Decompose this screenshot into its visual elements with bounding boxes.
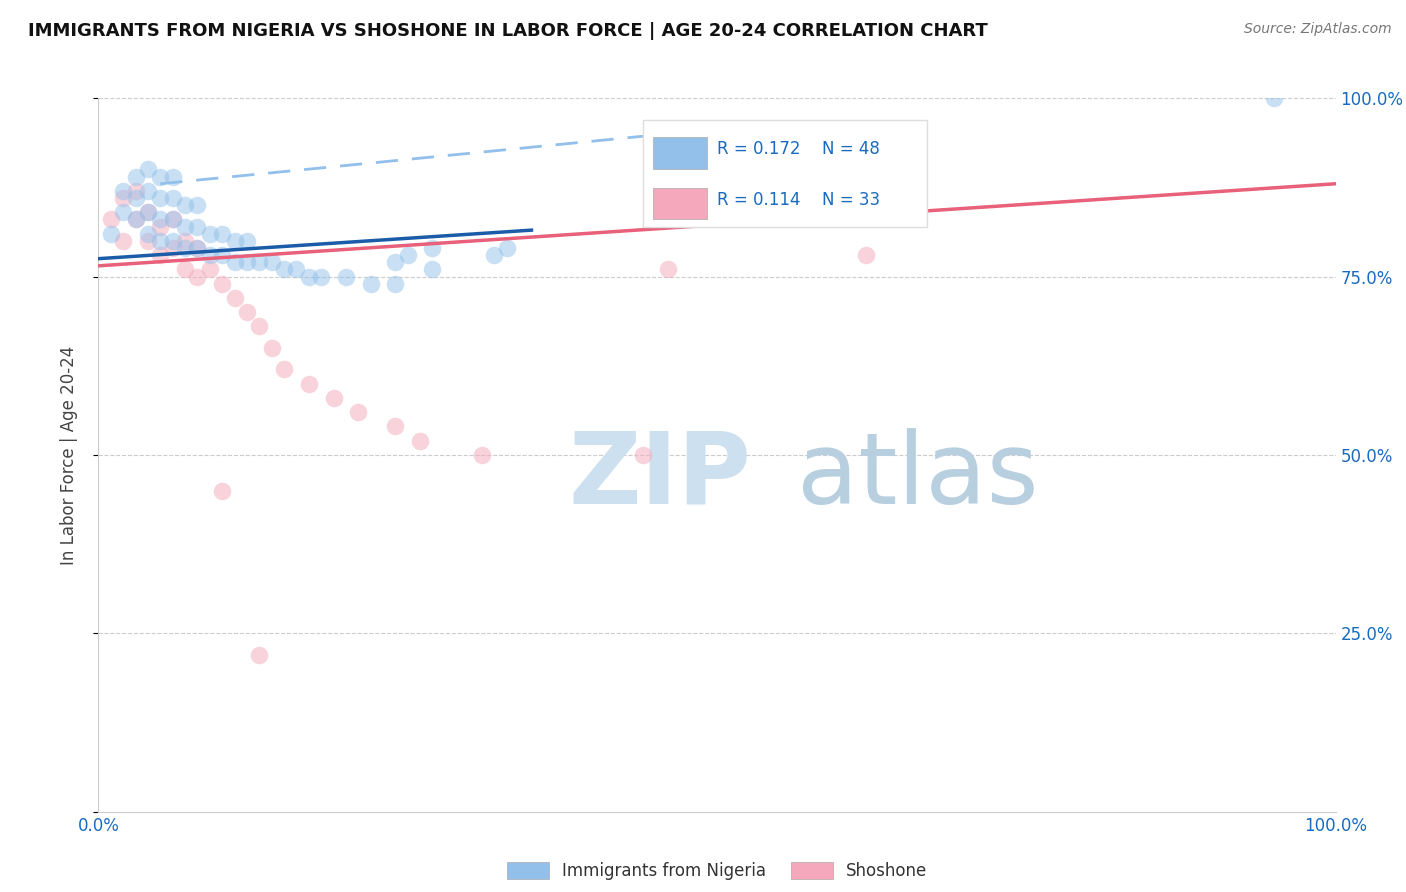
Point	[409, 434, 432, 448]
Text: N = 48: N = 48	[823, 141, 880, 159]
Point	[162, 234, 184, 248]
Point	[124, 212, 146, 227]
Point	[211, 227, 233, 241]
Point	[112, 184, 135, 198]
Point	[471, 448, 494, 462]
Point	[136, 184, 159, 198]
Point	[162, 212, 184, 227]
Point	[162, 241, 184, 255]
Point	[100, 227, 122, 241]
Point	[124, 169, 146, 184]
Point	[484, 248, 506, 262]
Point	[149, 219, 172, 234]
Point	[211, 277, 233, 291]
Point	[236, 305, 259, 319]
Point	[136, 205, 159, 219]
Point	[186, 219, 208, 234]
Point	[124, 212, 146, 227]
Point	[247, 648, 270, 662]
Point	[174, 198, 197, 212]
Legend: Immigrants from Nigeria, Shoshone: Immigrants from Nigeria, Shoshone	[502, 857, 932, 886]
Point	[198, 227, 221, 241]
Point	[273, 362, 295, 376]
Point	[136, 234, 159, 248]
Point	[112, 205, 135, 219]
Point	[100, 212, 122, 227]
Point	[335, 269, 357, 284]
Point	[236, 234, 259, 248]
Point	[112, 191, 135, 205]
Point	[162, 169, 184, 184]
Point	[1263, 91, 1285, 105]
Point	[149, 248, 172, 262]
Text: IMMIGRANTS FROM NIGERIA VS SHOSHONE IN LABOR FORCE | AGE 20-24 CORRELATION CHART: IMMIGRANTS FROM NIGERIA VS SHOSHONE IN L…	[28, 22, 988, 40]
Point	[149, 234, 172, 248]
Point	[174, 219, 197, 234]
Text: Source: ZipAtlas.com: Source: ZipAtlas.com	[1244, 22, 1392, 37]
FancyBboxPatch shape	[652, 187, 707, 219]
Point	[260, 341, 283, 355]
Y-axis label: In Labor Force | Age 20-24: In Labor Force | Age 20-24	[59, 345, 77, 565]
Point	[384, 419, 406, 434]
Point	[136, 205, 159, 219]
Point	[396, 248, 419, 262]
Text: ZIP: ZIP	[568, 428, 751, 524]
FancyBboxPatch shape	[652, 137, 707, 169]
Point	[657, 262, 679, 277]
Point	[322, 391, 344, 405]
Point	[174, 234, 197, 248]
Point	[298, 376, 321, 391]
Point	[631, 448, 654, 462]
Point	[149, 191, 172, 205]
Point	[224, 291, 246, 305]
Point	[855, 248, 877, 262]
Point	[347, 405, 370, 419]
Point	[495, 241, 517, 255]
Point	[384, 255, 406, 269]
Point	[136, 162, 159, 177]
Point	[211, 483, 233, 498]
Point	[236, 255, 259, 269]
Point	[149, 169, 172, 184]
Point	[186, 198, 208, 212]
Point	[360, 277, 382, 291]
Point	[186, 241, 208, 255]
Text: R = 0.114: R = 0.114	[717, 191, 800, 209]
Text: N = 33: N = 33	[823, 191, 880, 209]
Point	[211, 248, 233, 262]
Point	[198, 248, 221, 262]
Point	[162, 212, 184, 227]
FancyBboxPatch shape	[643, 120, 928, 227]
Point	[124, 191, 146, 205]
Point	[384, 277, 406, 291]
Point	[149, 212, 172, 227]
Point	[174, 262, 197, 277]
Point	[260, 255, 283, 269]
Point	[162, 191, 184, 205]
Point	[422, 241, 444, 255]
Point	[136, 227, 159, 241]
Point	[298, 269, 321, 284]
Point	[124, 184, 146, 198]
Text: R = 0.172: R = 0.172	[717, 141, 800, 159]
Point	[224, 234, 246, 248]
Point	[273, 262, 295, 277]
Point	[422, 262, 444, 277]
Point	[247, 319, 270, 334]
Point	[198, 262, 221, 277]
Point	[309, 269, 332, 284]
Point	[112, 234, 135, 248]
Point	[247, 255, 270, 269]
Point	[224, 255, 246, 269]
Point	[174, 241, 197, 255]
Point	[285, 262, 308, 277]
Point	[186, 241, 208, 255]
Text: atlas: atlas	[797, 428, 1039, 524]
Point	[186, 269, 208, 284]
